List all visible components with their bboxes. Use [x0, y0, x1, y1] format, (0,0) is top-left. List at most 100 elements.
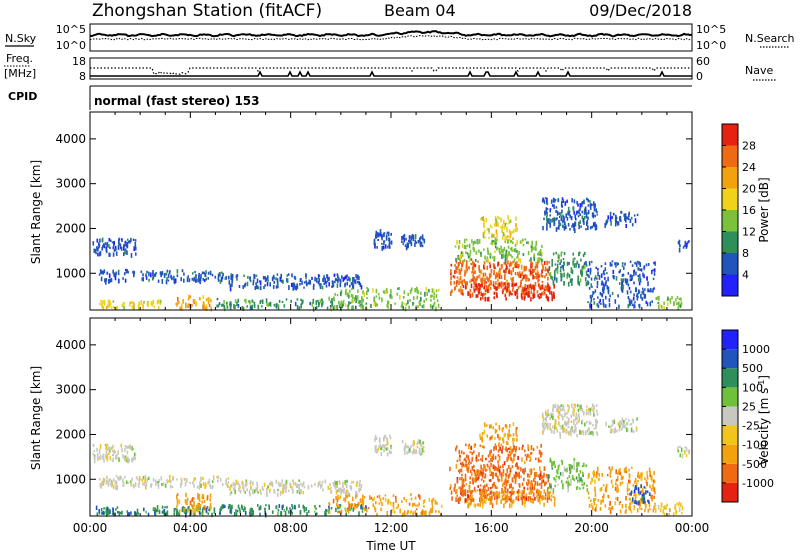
power-cell	[192, 299, 195, 303]
power-colorbar-swatch	[722, 124, 738, 146]
power-cell	[247, 275, 249, 279]
velocity-cell	[257, 491, 259, 494]
power-cell	[331, 298, 333, 303]
velocity-cell	[632, 484, 635, 487]
velocity-cell	[593, 474, 595, 478]
power-cell	[496, 238, 498, 242]
power-cell	[230, 303, 232, 307]
power-cell	[127, 270, 129, 274]
velocity-cell	[555, 475, 558, 478]
power-cell	[652, 277, 655, 280]
velocity-cell	[495, 446, 497, 451]
velocity-cell	[537, 491, 540, 497]
velocity-cell	[112, 507, 114, 513]
velocity-cell	[324, 511, 326, 516]
power-cell	[133, 246, 135, 252]
velocity-cell	[504, 499, 507, 504]
velocity-cell	[595, 423, 597, 428]
power-cell	[318, 283, 321, 287]
power-cell	[473, 281, 475, 284]
velocity-cell	[498, 456, 501, 461]
power-cell	[386, 231, 389, 234]
power-cell	[488, 228, 490, 233]
power-cell	[547, 284, 549, 287]
power-cell	[538, 284, 541, 289]
power-cell	[456, 266, 459, 270]
power-cell	[463, 244, 466, 250]
velocity-cell	[269, 488, 271, 491]
velocity-cell	[382, 444, 384, 448]
velocity-cell	[501, 449, 503, 454]
power-cell	[602, 281, 604, 286]
velocity-cell	[578, 404, 581, 410]
velocity-cell	[407, 509, 409, 514]
velocity-cell	[199, 506, 201, 511]
power-cell	[409, 240, 412, 243]
velocity-cell	[507, 458, 510, 461]
velocity-cell	[428, 511, 431, 517]
power-cell	[450, 263, 453, 267]
velocity-cell	[235, 509, 237, 513]
velocity-cell	[202, 507, 204, 510]
velocity-cell	[570, 478, 572, 483]
velocity-cell	[414, 496, 417, 500]
velocity-cell	[557, 405, 559, 408]
velocity-cell	[562, 483, 564, 488]
power-cell	[516, 250, 518, 253]
velocity-cell	[106, 453, 109, 458]
velocity-cell	[628, 498, 631, 501]
velocity-cell	[584, 422, 586, 427]
velocity-cell	[536, 493, 539, 497]
velocity-cell	[314, 510, 316, 513]
power-cell	[567, 206, 570, 212]
power-cell	[541, 251, 543, 254]
velocity-cell	[243, 505, 246, 509]
velocity-cell	[483, 463, 485, 468]
power-cell	[450, 275, 452, 281]
velocity-cell	[498, 424, 501, 429]
velocity-cell	[103, 458, 105, 463]
velocity-cell	[109, 509, 111, 514]
velocity-cell	[477, 489, 479, 492]
power-cell	[130, 301, 132, 304]
velocity-cell	[468, 466, 470, 470]
velocity-cell	[124, 458, 127, 462]
velocity-cell	[631, 466, 633, 469]
power-cell	[505, 269, 507, 273]
power-cell	[651, 270, 653, 275]
velocity-cell	[515, 471, 517, 474]
power-cell	[593, 201, 595, 206]
power-cell	[625, 216, 628, 220]
velocity-cell	[209, 502, 212, 507]
power-cell	[602, 301, 605, 306]
velocity-cell	[106, 511, 108, 514]
power-cell	[490, 273, 492, 278]
velocity-cell	[522, 444, 524, 448]
power-cell	[207, 271, 210, 275]
power-cell	[563, 261, 565, 264]
velocity-cell	[559, 408, 562, 412]
velocity-cell	[568, 474, 571, 478]
power-cell	[615, 265, 617, 268]
power-cell	[647, 263, 650, 266]
velocity-cell	[158, 479, 160, 483]
velocity-cell	[516, 462, 518, 467]
velocity-cell	[581, 420, 583, 425]
velocity-cell	[469, 476, 471, 480]
velocity-cell	[182, 506, 184, 511]
velocity-cell	[498, 446, 501, 451]
velocity-cell	[414, 510, 416, 514]
power-cell	[401, 236, 403, 241]
power-cell	[357, 280, 359, 284]
power-cell	[518, 271, 521, 276]
velocity-echo-region	[99, 474, 230, 491]
velocity-cell	[415, 508, 418, 511]
velocity-cell	[453, 487, 456, 491]
power-echo-region	[655, 295, 683, 311]
velocity-cell	[484, 484, 486, 489]
velocity-cell	[579, 429, 581, 435]
power-cell	[470, 278, 473, 283]
power-cell	[230, 301, 232, 305]
velocity-cell	[564, 468, 567, 472]
velocity-cell	[108, 478, 110, 483]
